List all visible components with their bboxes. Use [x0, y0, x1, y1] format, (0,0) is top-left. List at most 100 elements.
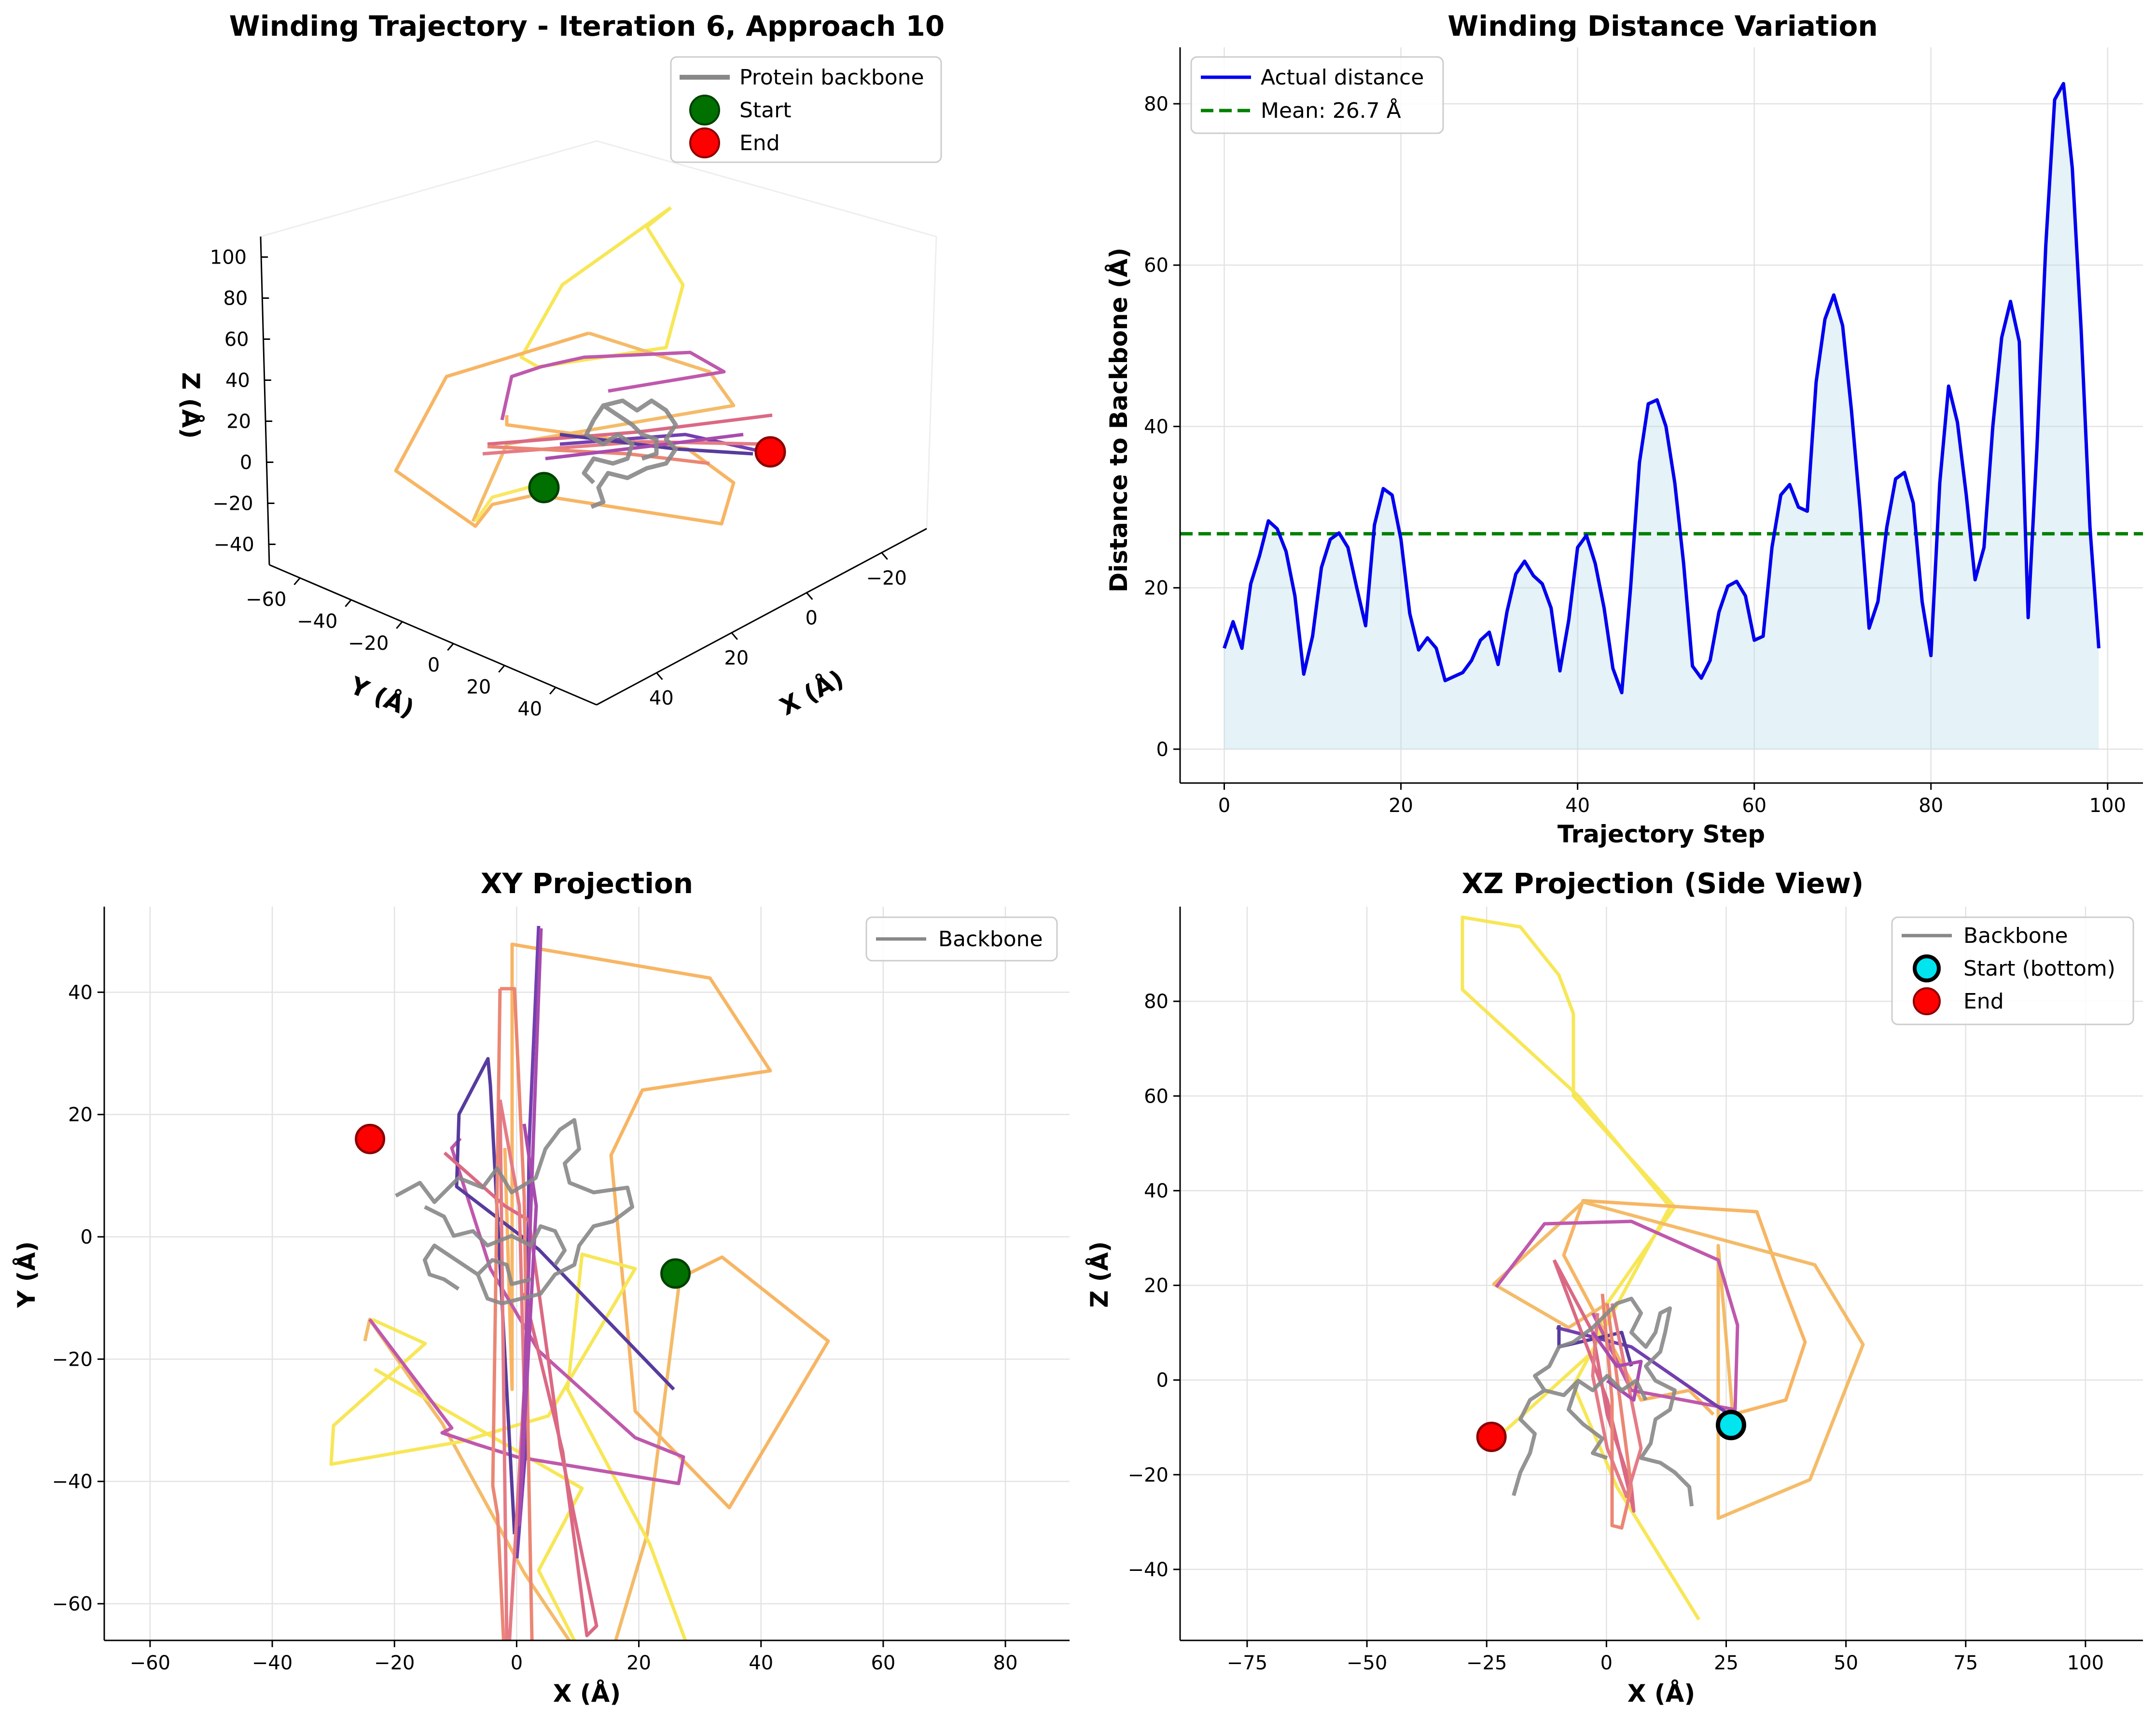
xz-trajectory-lines: [1461, 915, 1865, 1621]
z-ticks: −40 −20 0 20 40 60 80 100: [210, 247, 276, 556]
panel-xy-projection: XY Projection −60 −40 −20 0 20: [12, 867, 1070, 1708]
3d-segment-magenta: [500, 350, 726, 420]
xz-ticks: −75 −50 −25 0 25 50 75 100 −40 −20 0 20 40 60 80: [1128, 991, 2104, 1674]
z-tick-label-6: 80: [223, 288, 248, 310]
xy-segment-pink: [443, 1151, 598, 1638]
p3-ytick-label-5: 40: [68, 981, 93, 1004]
3d-legend-end: End: [739, 131, 780, 155]
panel-3d-title: Winding Trajectory - Iteration 6, Approa…: [229, 10, 945, 42]
y-tick-mark-5: [549, 686, 556, 695]
p4-xtick-label-5: 50: [1834, 1652, 1858, 1674]
p2-xtick-label-5: 100: [2089, 795, 2126, 817]
x-tick-mark-1: [806, 592, 813, 600]
3d-segment-yellow-2: [474, 481, 546, 523]
xz-title: XZ Projection (Side View): [1462, 867, 1864, 900]
distance-line: [1223, 82, 2100, 695]
distance-x-label: Trajectory Step: [1558, 820, 1765, 848]
p3-ytick-label-0: −60: [52, 1593, 93, 1615]
y-tick-label-5: 40: [517, 698, 542, 720]
p3-xtick-label-7: 80: [993, 1652, 1018, 1674]
xy-legend-backbone: Backbone: [938, 927, 1043, 952]
xz-segment-magenta: [1495, 1219, 1739, 1412]
3d-start-marker: [528, 472, 560, 504]
p2-xtick-label-1: 20: [1389, 795, 1413, 817]
panel-3d-trajectory: Winding Trajectory - Iteration 6, Approa…: [177, 10, 945, 723]
y-tick-label-1: −40: [297, 611, 337, 633]
p4-xtick-label-7: 100: [2067, 1652, 2104, 1674]
xy-x-label: X (Å): [553, 1679, 621, 1708]
y-tick-mark-4: [498, 665, 505, 673]
3d-legend-backbone: Protein backbone: [739, 65, 924, 90]
x-tick-label-1: 0: [806, 607, 818, 630]
y-axis-line: [269, 564, 597, 706]
panel-xz-projection: XZ Projection (Side View) −75 −50 −25 0 25 50…: [1085, 867, 2143, 1708]
y-tick-label-2: −20: [348, 632, 389, 655]
p4-xtick-label-4: 25: [1714, 1652, 1739, 1674]
3d-segment-violet: [545, 433, 744, 461]
xy-y-label: Y (Å): [12, 1241, 41, 1308]
x-tick-label-2: 20: [724, 647, 749, 670]
p3-xtick-label-2: −20: [374, 1652, 415, 1674]
p4-xtick-label-2: −25: [1466, 1652, 1507, 1674]
y-tick-label-0: −60: [246, 588, 286, 611]
distance-title: Winding Distance Variation: [1447, 10, 1878, 42]
xy-segment-indigo: [455, 1057, 675, 1535]
legend-actual-distance: Actual distance: [1261, 65, 1424, 90]
p3-xtick-label-4: 20: [626, 1652, 651, 1674]
p3-ytick-label-1: −40: [52, 1471, 93, 1493]
xz-legend: Backbone Start (bottom) End: [1891, 916, 2134, 1025]
xy-segment-yellow: [329, 1252, 687, 1640]
y-tick-mark-2: [396, 621, 403, 629]
p2-ytick-label-3: 60: [1144, 254, 1168, 277]
p4-xtick-label-6: 75: [1953, 1652, 1978, 1674]
xz-y-label: Z (Å): [1085, 1241, 1113, 1308]
p4-ytick-label-4: 40: [1144, 1180, 1168, 1202]
p3-ytick-label-4: 20: [68, 1104, 93, 1126]
xz-x-label: X (Å): [1627, 1679, 1695, 1708]
p3-ytick-label-2: −20: [52, 1348, 93, 1371]
xz-backbone: [1512, 1297, 1694, 1507]
xz-legend-backbone: Backbone: [1963, 924, 2068, 948]
xy-title: XY Projection: [481, 867, 693, 900]
p3-xtick-label-0: −60: [130, 1652, 170, 1674]
xy-ticks: −60 −40 −20 0 20 40 60 80 −60 −40 −20 0 20 40: [52, 981, 1018, 1674]
3d-legend: Protein backbone Start End: [670, 56, 942, 163]
p2-ytick-label-2: 40: [1144, 416, 1168, 438]
3d-end-marker: [754, 436, 786, 468]
xy-segment-orange: [503, 942, 830, 1510]
xy-backbone: [395, 1118, 634, 1305]
xy-trajectory-lines: [329, 925, 830, 1640]
xy-legend: Backbone: [865, 916, 1058, 962]
p3-xtick-label-3: 0: [511, 1652, 523, 1674]
z-tick-label-7: 100: [210, 247, 247, 269]
xy-segment-magenta: [368, 1137, 685, 1485]
xz-end-marker: [1476, 1421, 1507, 1452]
x-tick-mark-0: [881, 552, 888, 560]
p2-ytick-label-1: 20: [1144, 577, 1168, 600]
x-axis-line: [596, 528, 927, 706]
xz-legend-start: Start (bottom): [1963, 956, 2115, 981]
xz-segment-orange-2: [1492, 1200, 1865, 1520]
xy-start-marker: [660, 1258, 691, 1289]
p4-ytick-label-5: 60: [1144, 1085, 1168, 1107]
3d-backbone: [582, 398, 678, 509]
y-tick-mark-3: [447, 643, 454, 651]
3d-segment-orange-2: [471, 331, 736, 522]
xy-grid: [104, 907, 1070, 1640]
xz-legend-end: End: [1963, 989, 2004, 1014]
x-ticks: −20 0 20 40: [649, 552, 907, 710]
p3-xtick-label-1: −40: [252, 1652, 292, 1674]
p2-xtick-label-4: 80: [1919, 795, 1943, 817]
p2-xtick-label-0: 0: [1218, 795, 1230, 817]
p4-ytick-label-2: 0: [1156, 1370, 1168, 1392]
p4-ytick-label-1: −20: [1128, 1464, 1168, 1486]
p4-xtick-label-1: −50: [1347, 1652, 1387, 1674]
p2-ytick-label-4: 80: [1144, 93, 1168, 115]
distance-ticks: 0 20 40 60 80 100 0 20 40 60 80: [1144, 93, 2126, 817]
y-tick-mark-0: [293, 577, 301, 586]
z-axis-line: [260, 236, 270, 565]
z-axis-label: Z (Å): [177, 372, 205, 439]
xy-end-marker: [355, 1123, 386, 1154]
xz-segment-indigo: [1557, 1325, 1633, 1367]
